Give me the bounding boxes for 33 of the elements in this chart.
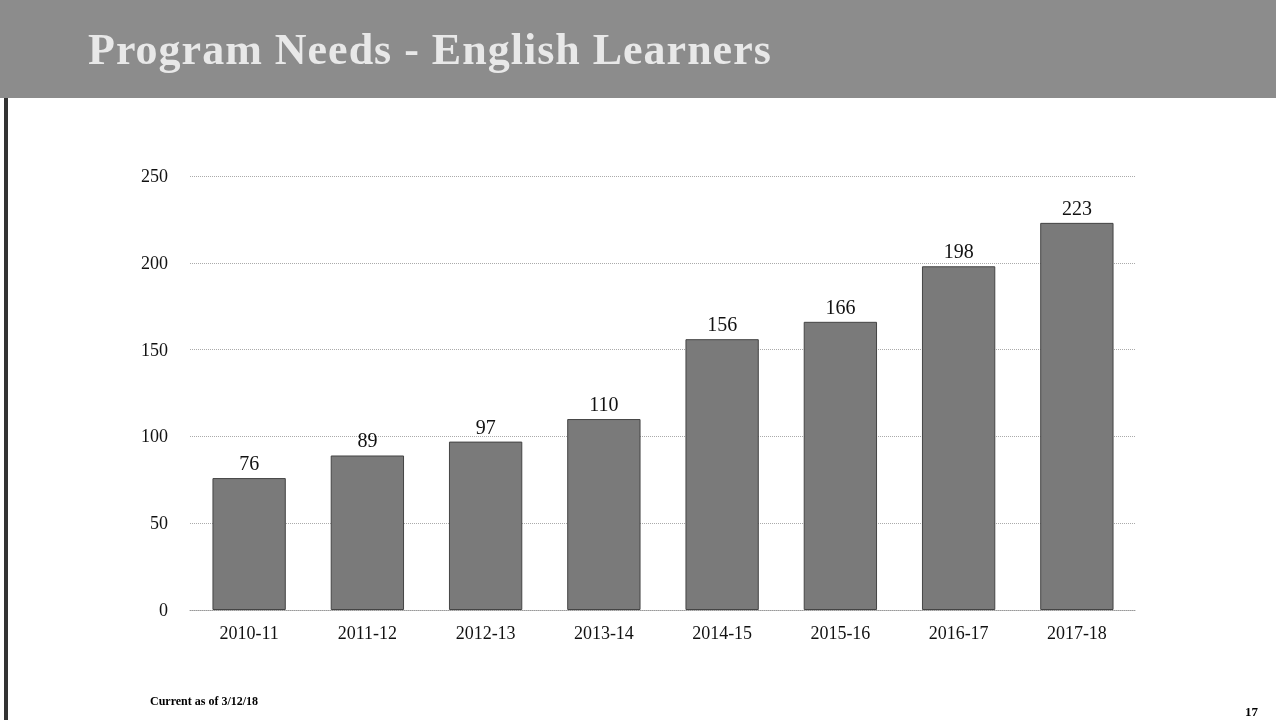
x-tick-label: 2015-16	[810, 623, 871, 643]
data-label: 76	[239, 452, 260, 475]
chart-title: Program Needs - English Learners	[88, 23, 772, 75]
data-label: 198	[943, 240, 974, 263]
y-tick-label: 150	[141, 339, 168, 360]
bar	[212, 478, 286, 610]
bar	[803, 321, 878, 610]
y-tick-label: 0	[159, 600, 168, 620]
y-tick-label: 50	[150, 513, 168, 534]
data-label: 223	[1061, 196, 1092, 219]
data-label: 156	[707, 313, 738, 336]
data-label: 89	[357, 429, 378, 452]
y-tick-label: 250	[141, 166, 168, 186]
bar	[330, 455, 405, 610]
text: 17	[1245, 704, 1258, 720]
x-tick-label: 2013-14	[573, 623, 634, 643]
bar	[921, 266, 996, 610]
data-label: 97	[475, 415, 496, 438]
x-tick-label: 2014-15	[692, 623, 753, 643]
text: Current as of 3/12/18	[150, 694, 259, 709]
x-tick-label: 2010-11	[219, 623, 279, 643]
bar	[448, 441, 523, 610]
x-tick-label: 2016-17	[928, 623, 989, 643]
bar	[685, 339, 759, 610]
data-label: 110	[589, 393, 619, 416]
y-tick-label: 200	[141, 252, 168, 273]
x-tick-label: 2012-13	[455, 623, 516, 643]
data-label: 166	[825, 295, 856, 318]
x-tick-label: 2011-12	[337, 623, 398, 643]
y-tick-label: 100	[141, 426, 168, 447]
x-tick-label: 2017-18	[1046, 623, 1107, 643]
bar	[1040, 222, 1114, 610]
bar	[567, 419, 641, 610]
